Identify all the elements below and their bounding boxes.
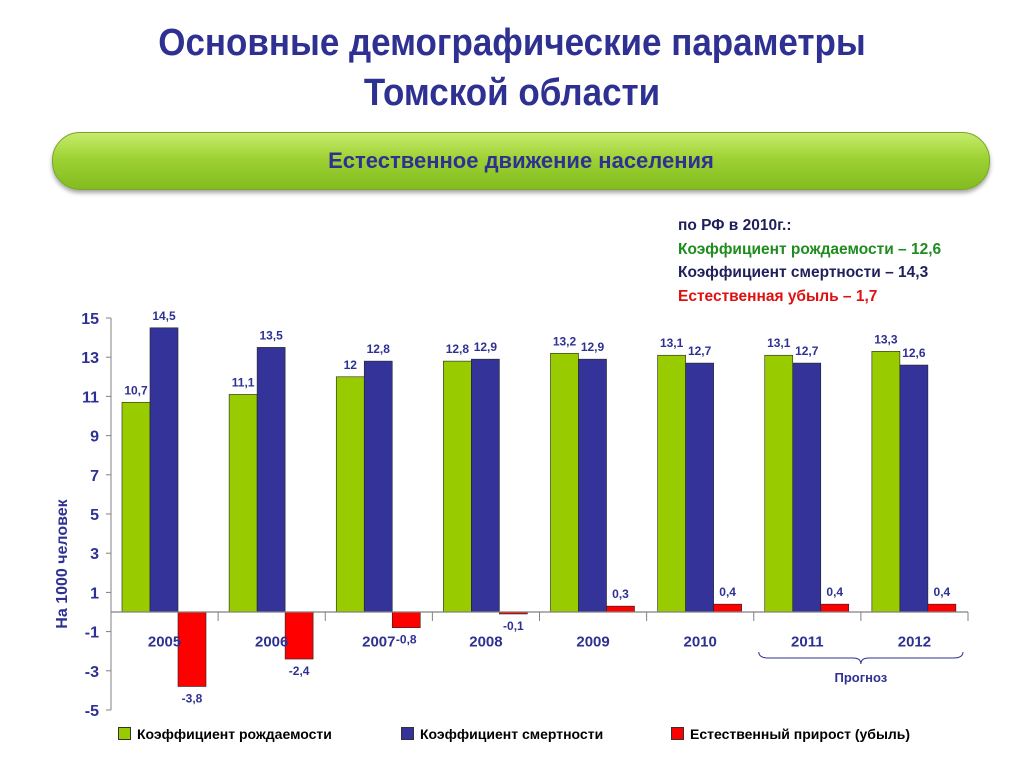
title-line-2: Томской области bbox=[363, 72, 661, 114]
title-line-1: Основные демографические параметры bbox=[158, 22, 866, 64]
x-tick-label: 2005 bbox=[148, 634, 181, 651]
x-tick-label: 2008 bbox=[469, 634, 502, 651]
bar-death bbox=[149, 327, 179, 613]
bar-natural bbox=[713, 603, 742, 613]
x-tick-label: 2012 bbox=[898, 634, 931, 651]
bar-natural bbox=[284, 611, 314, 660]
y-tick-label: 15 bbox=[81, 311, 99, 328]
y-tick-label: 11 bbox=[82, 389, 99, 406]
legend-label-death: Коэффициент смертности bbox=[420, 726, 604, 742]
legend-item-death: Коэффициент смертности bbox=[401, 726, 603, 742]
bar-birth bbox=[335, 376, 365, 613]
y-tick-label: 7 bbox=[90, 468, 99, 485]
bar-birth bbox=[121, 401, 151, 613]
bar-birth bbox=[657, 354, 686, 613]
legend-label-birth: Коэффициент рождаемости bbox=[137, 726, 332, 742]
forecast-label: Прогноз bbox=[835, 670, 888, 685]
note-birth-rate: Коэффициент рождаемости – 12,6 bbox=[678, 240, 942, 258]
bar-death bbox=[792, 362, 822, 613]
label-natural: -0,8 bbox=[396, 633, 417, 647]
bar-natural bbox=[820, 603, 850, 613]
label-birth: 13,1 bbox=[660, 336, 684, 350]
bar-natural bbox=[606, 605, 635, 613]
legend-item-natural: Естественный прирост (убыль) bbox=[671, 726, 910, 742]
x-tick-label: 2006 bbox=[255, 634, 288, 651]
note-natural-decline: Естественная убыль – 1,7 bbox=[678, 287, 878, 305]
label-birth: 12 bbox=[344, 358, 358, 372]
x-tick-label: 2007 bbox=[362, 634, 395, 651]
note-header: по РФ в 2010г.: bbox=[678, 217, 792, 234]
bar-death bbox=[685, 362, 714, 613]
y-tick-label: 3 bbox=[90, 546, 99, 563]
legend-swatch-natural bbox=[671, 727, 684, 740]
forecast-brace bbox=[758, 651, 964, 665]
banner-label: Естественное движение населения bbox=[328, 148, 714, 173]
label-natural: -3,8 bbox=[182, 691, 203, 705]
russia-note: по РФ в 2010г.: Коэффициент рождаемости … bbox=[678, 214, 941, 308]
bar-natural bbox=[391, 611, 421, 628]
label-death: 12,9 bbox=[581, 340, 605, 354]
y-tick-label: -3 bbox=[85, 664, 99, 681]
note-death-rate: Коэффициент смертности – 14,3 bbox=[678, 264, 929, 281]
legend-label-natural: Естественный прирост (убыль) bbox=[690, 726, 911, 742]
y-axis-title: На 1000 человек bbox=[54, 498, 71, 628]
label-natural: -0,1 bbox=[503, 619, 524, 633]
y-tick-label: -1 bbox=[85, 625, 99, 642]
label-natural: 0,4 bbox=[934, 585, 951, 599]
label-natural: 0,3 bbox=[612, 587, 629, 601]
y-tick-label: 9 bbox=[90, 429, 99, 446]
bar-death bbox=[256, 347, 286, 613]
bar-death bbox=[899, 364, 929, 613]
legend-swatch-death bbox=[401, 727, 414, 740]
label-birth: 11,1 bbox=[232, 375, 255, 389]
label-natural: 0,4 bbox=[719, 585, 736, 599]
label-death: 12,9 bbox=[474, 340, 498, 354]
y-tick-label: -5 bbox=[85, 703, 99, 720]
bar-natural bbox=[177, 611, 207, 687]
section-banner: Естественное движение населения bbox=[52, 132, 990, 190]
label-natural: 0,4 bbox=[826, 585, 843, 599]
bar-birth bbox=[443, 360, 472, 613]
label-birth: 10,7 bbox=[124, 383, 148, 397]
bar-birth bbox=[550, 352, 579, 613]
x-tick-label: 2010 bbox=[684, 634, 717, 651]
slide-title: Основные демографические параметры Томск… bbox=[41, 18, 983, 118]
y-tick-label: 13 bbox=[81, 350, 99, 367]
label-natural: -2,4 bbox=[289, 664, 310, 678]
bar-death bbox=[578, 358, 607, 613]
label-birth: 12,8 bbox=[446, 342, 470, 356]
x-tick-label: 2009 bbox=[576, 634, 609, 651]
label-death: 14,5 bbox=[152, 309, 176, 323]
bar-death bbox=[471, 358, 500, 613]
bar-natural bbox=[927, 603, 957, 613]
label-birth: 13,1 bbox=[767, 336, 791, 350]
label-birth: 13,2 bbox=[553, 334, 577, 348]
label-death: 12,8 bbox=[367, 342, 391, 356]
label-death: 12,7 bbox=[688, 344, 712, 358]
y-tick-label: 5 bbox=[90, 507, 99, 524]
bar-death bbox=[363, 360, 393, 613]
label-death: 12,6 bbox=[902, 346, 926, 360]
label-death: 12,7 bbox=[795, 344, 819, 358]
bar-birth bbox=[764, 354, 794, 613]
legend-item-birth: Коэффициент рождаемости bbox=[118, 726, 332, 742]
label-birth: 13,3 bbox=[874, 332, 898, 346]
y-tick-label: 1 bbox=[90, 585, 99, 602]
x-tick-label: 2011 bbox=[791, 634, 824, 651]
legend-swatch-birth bbox=[118, 727, 131, 740]
bar-birth bbox=[871, 351, 901, 613]
label-death: 13,5 bbox=[259, 328, 283, 342]
bar-birth bbox=[228, 394, 258, 613]
